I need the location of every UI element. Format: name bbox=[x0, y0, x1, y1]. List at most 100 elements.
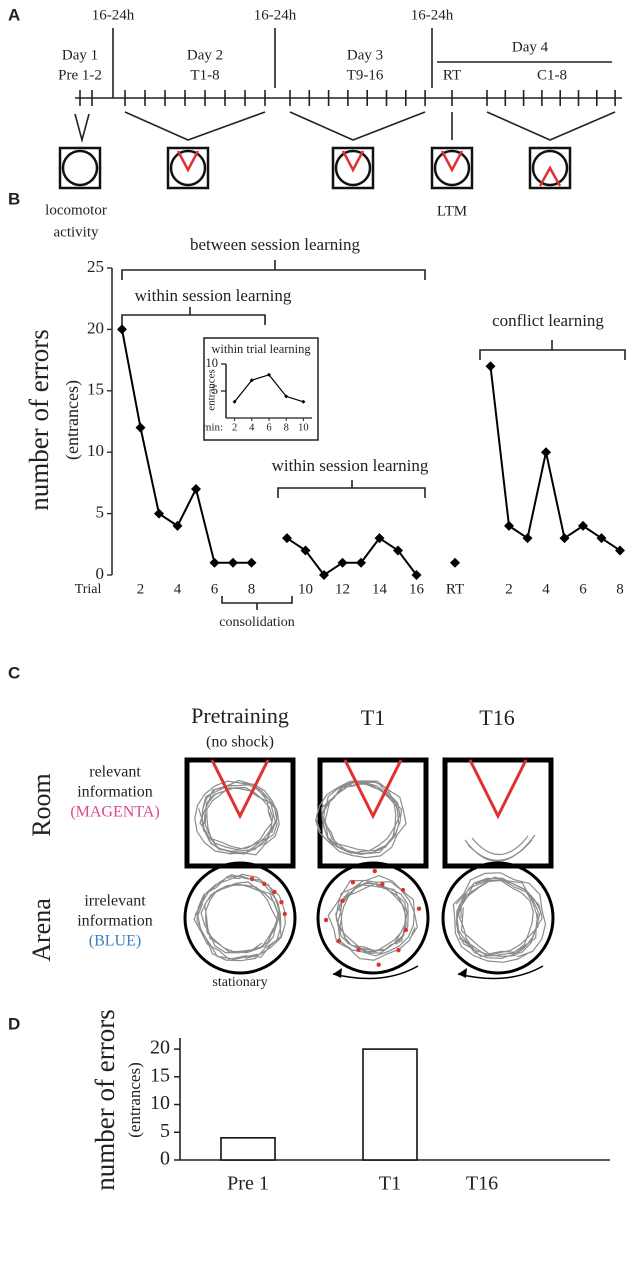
x-tick-label: 6 bbox=[211, 581, 219, 597]
y-tick-label: 20 bbox=[87, 318, 104, 337]
entrance bbox=[350, 880, 356, 885]
entrance bbox=[403, 927, 409, 933]
x-tick-label: Pre 1 bbox=[227, 1173, 269, 1195]
bracket bbox=[74, 113, 90, 144]
x-label: Trial bbox=[75, 582, 102, 597]
room bbox=[442, 757, 554, 869]
point bbox=[232, 399, 237, 404]
annotation: within session learning bbox=[272, 456, 429, 475]
y-tick-label: 0 bbox=[96, 564, 105, 583]
x-tick-label: 14 bbox=[372, 581, 388, 597]
row-line: (BLUE) bbox=[89, 933, 141, 950]
day: Day 3 bbox=[347, 47, 383, 63]
entrance bbox=[279, 900, 284, 905]
bracket bbox=[221, 596, 293, 610]
column-title: Pretraining bbox=[191, 703, 289, 728]
x-tick-label: 2 bbox=[505, 581, 513, 597]
note: LTM bbox=[437, 203, 467, 219]
bar bbox=[362, 1048, 418, 1161]
day: Day 2 bbox=[187, 47, 223, 63]
point bbox=[191, 484, 201, 495]
point bbox=[596, 533, 607, 544]
x-tick-label: 10 bbox=[298, 581, 313, 597]
bracket bbox=[121, 260, 426, 280]
point bbox=[319, 570, 329, 580]
point bbox=[249, 378, 254, 383]
interval: 16-24h bbox=[411, 7, 454, 23]
path-trace bbox=[193, 873, 286, 962]
y-tick-label: 10 bbox=[87, 441, 104, 460]
entrance bbox=[396, 947, 401, 953]
trials: C1-8 bbox=[537, 67, 567, 83]
timeline-ticks bbox=[79, 90, 616, 106]
row-title: Room bbox=[27, 773, 56, 837]
box bbox=[528, 146, 572, 190]
trajectories bbox=[183, 757, 555, 980]
row-line: irrelevant bbox=[84, 893, 146, 910]
x-tick-label: T1 bbox=[379, 1173, 401, 1195]
bar bbox=[220, 1137, 276, 1161]
point bbox=[485, 361, 496, 372]
point bbox=[450, 557, 460, 568]
room bbox=[317, 757, 429, 869]
row-title: Arena bbox=[27, 898, 56, 962]
y-tick-label: 20 bbox=[150, 1037, 170, 1059]
panel-label: D bbox=[8, 1014, 20, 1033]
arena bbox=[334, 149, 372, 187]
box bbox=[166, 146, 210, 190]
point bbox=[393, 545, 403, 556]
point bbox=[154, 508, 164, 519]
point bbox=[209, 557, 220, 568]
point bbox=[578, 520, 588, 531]
room bbox=[184, 757, 296, 869]
y-tick-label: 5 bbox=[96, 503, 105, 522]
x-tick-label: 10 bbox=[298, 422, 309, 433]
inset-frame bbox=[203, 337, 319, 441]
arena-icons bbox=[58, 146, 572, 190]
panel-label: C bbox=[8, 663, 20, 682]
series-line bbox=[489, 366, 621, 552]
annotations: between session learning within session … bbox=[121, 235, 626, 630]
point bbox=[172, 520, 183, 531]
y-tick-label: 5 bbox=[160, 1120, 170, 1142]
path-trace bbox=[464, 834, 536, 862]
y-tick-label: 5 bbox=[212, 383, 218, 397]
x-tick-label: 2 bbox=[137, 581, 145, 597]
entrance bbox=[416, 906, 422, 911]
y-tick-label: 15 bbox=[87, 380, 104, 399]
column-title: T16 bbox=[479, 705, 514, 730]
row-line: (MAGENTA) bbox=[70, 804, 159, 821]
timeline: 16-24h 16-24h 16-24h Day 1 Pre 1-2 Day 2… bbox=[45, 7, 622, 240]
point bbox=[374, 533, 385, 544]
box bbox=[58, 146, 102, 190]
arena bbox=[183, 861, 297, 975]
x-tick-label: 8 bbox=[248, 581, 256, 597]
arena bbox=[433, 149, 471, 187]
trials: T9-16 bbox=[347, 67, 384, 83]
box bbox=[430, 146, 474, 190]
column-subtitle: (no shock) bbox=[206, 734, 274, 751]
shock-zone bbox=[341, 150, 365, 173]
bracket bbox=[479, 340, 626, 360]
x-tick-label: 12 bbox=[335, 581, 350, 597]
x-tick-label: 4 bbox=[542, 581, 550, 597]
x-tick-label: 4 bbox=[174, 581, 182, 597]
entrance bbox=[340, 898, 345, 904]
note: locomotor bbox=[45, 202, 107, 218]
trials: T1-8 bbox=[190, 67, 219, 83]
day: Day 1 bbox=[62, 47, 98, 63]
point bbox=[522, 533, 533, 544]
x-tick-label: 4 bbox=[249, 422, 255, 433]
row-line: information bbox=[77, 913, 153, 930]
panel-c: Pretraining (no shock) T1 T16 Room relev… bbox=[27, 703, 555, 990]
point bbox=[356, 557, 366, 568]
row-line: information bbox=[77, 784, 153, 801]
path-trace bbox=[314, 780, 407, 859]
path-trace bbox=[194, 779, 280, 856]
point bbox=[284, 394, 289, 399]
trials: Pre 1-2 bbox=[58, 67, 102, 83]
point bbox=[228, 557, 238, 568]
point bbox=[282, 533, 292, 544]
entrance bbox=[323, 917, 329, 923]
